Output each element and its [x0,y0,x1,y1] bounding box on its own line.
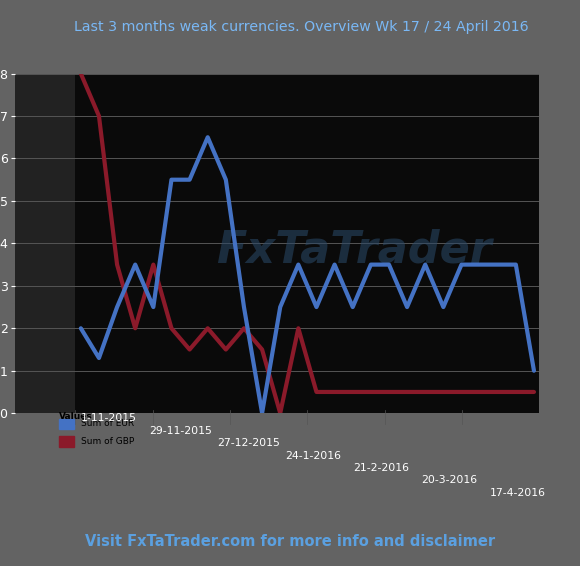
Text: Values: Values [59,412,93,421]
Text: 29-11-2015: 29-11-2015 [149,426,212,436]
Text: 20-3-2016: 20-3-2016 [422,475,477,486]
Bar [59,419,74,429]
Text: 21-2-2016: 21-2-2016 [353,463,409,473]
Text: Sum of GBP: Sum of GBP [81,437,135,446]
Text: Last 3 months weak currencies. Overview Wk 17 / 24 April 2016: Last 3 months weak currencies. Overview … [74,20,529,34]
Text: 1-11-2015: 1-11-2015 [81,413,137,423]
Text: FxTaTrader: FxTaTrader [216,229,492,272]
Text: Visit FxTaTrader.com for more info and disclaimer: Visit FxTaTrader.com for more info and d… [85,534,495,549]
Text: 27-12-2015: 27-12-2015 [218,438,280,448]
Text: Sum of EUR: Sum of EUR [81,419,135,428]
Text: 24-1-2016: 24-1-2016 [285,451,342,461]
Bar [59,436,74,447]
Text: 17-4-2016: 17-4-2016 [490,488,546,498]
